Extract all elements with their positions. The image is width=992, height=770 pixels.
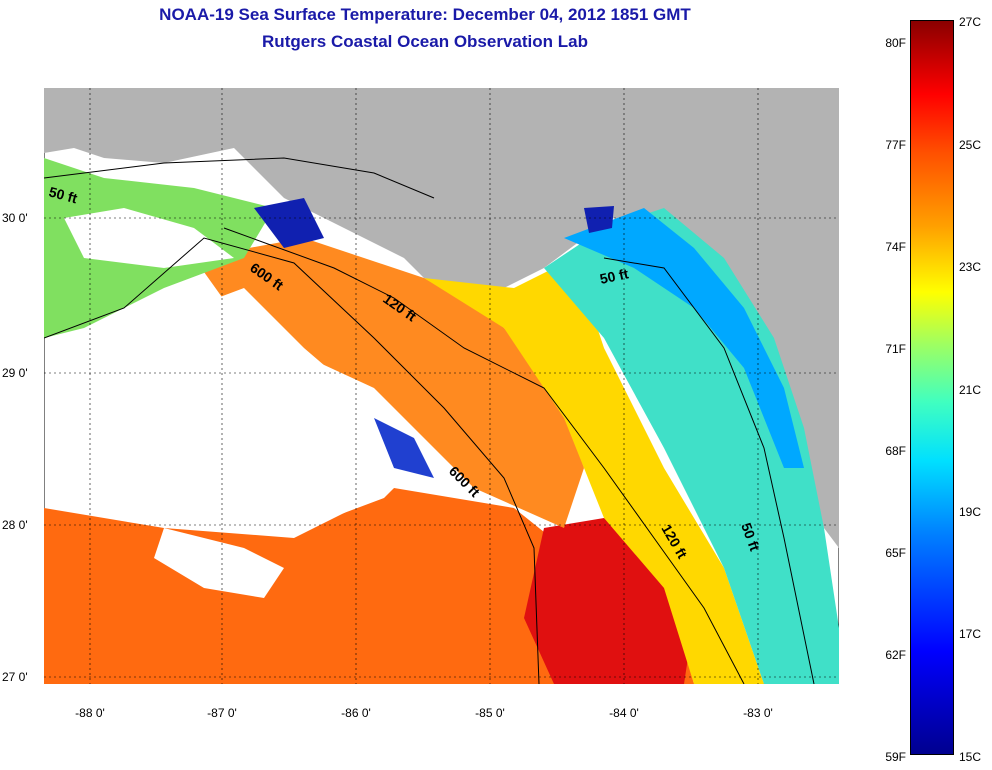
lon-label: -83 0' [743, 706, 773, 720]
yellow-shelf-region [424, 258, 764, 684]
cloud-mask-west [64, 288, 424, 528]
map-subtitle: Rutgers Coastal Ocean Observation Lab [262, 32, 588, 51]
colorbar-f-label: 74F [885, 240, 906, 254]
isobath-600ft [44, 237, 540, 684]
contour-label: 50 ft [598, 265, 630, 287]
colorbar-f-label: 59F [885, 750, 906, 764]
colorbar-c-label: 15C [959, 750, 982, 764]
cold-patch [584, 206, 614, 233]
lat-label: 30 0' [2, 211, 28, 225]
cloud-mask-north [64, 208, 234, 268]
lat-label: 28 0' [2, 518, 28, 532]
cold-patch [254, 198, 324, 248]
lon-label: -86 0' [341, 706, 371, 720]
colorbar-c-label: 17C [959, 627, 982, 641]
colorbar-f-label: 77F [885, 138, 906, 152]
colorbar-f-label: 80F [885, 36, 906, 50]
contour-label: 50 ft [47, 183, 79, 206]
lon-label: -85 0' [475, 706, 505, 720]
colorbar-f-label: 71F [885, 342, 906, 356]
lon-label: -84 0' [609, 706, 639, 720]
sst-map: 50 ft 600 ft 120 ft 50 ft 600 ft 120 ft … [44, 88, 839, 684]
colorbar-c-label: 19C [959, 505, 982, 519]
map-title: NOAA-19 Sea Surface Temperature: Decembe… [159, 5, 691, 24]
colorbar-c-label: 21C [959, 383, 982, 397]
warm-midshelf-region [194, 238, 584, 528]
lat-label: 29 0' [2, 366, 28, 380]
colorbar-c-label: 27C [959, 15, 982, 29]
isobath-50ft [44, 157, 435, 199]
cold-nearshore-region [564, 208, 804, 468]
temperature-colorbar [910, 20, 954, 755]
isobath-120ft [223, 227, 745, 684]
cloud-mask-south [154, 528, 284, 598]
colorbar-c-label: 23C [959, 260, 982, 274]
graticule [44, 88, 839, 684]
lon-label: -87 0' [207, 706, 237, 720]
colorbar-f-label: 65F [885, 546, 906, 560]
colorbar-f-label: 68F [885, 444, 906, 458]
cool-coastal-region [544, 208, 839, 684]
lon-label: -88 0' [75, 706, 105, 720]
isobath-50ft-east [603, 257, 815, 684]
colorbar-f-label: 62F [885, 648, 906, 662]
land-mass [44, 88, 839, 548]
colorbar-c-label: 25C [959, 138, 982, 152]
cold-patch [374, 418, 434, 478]
lat-label: 27 0' [2, 670, 28, 684]
warm-gulf-region [44, 488, 694, 684]
